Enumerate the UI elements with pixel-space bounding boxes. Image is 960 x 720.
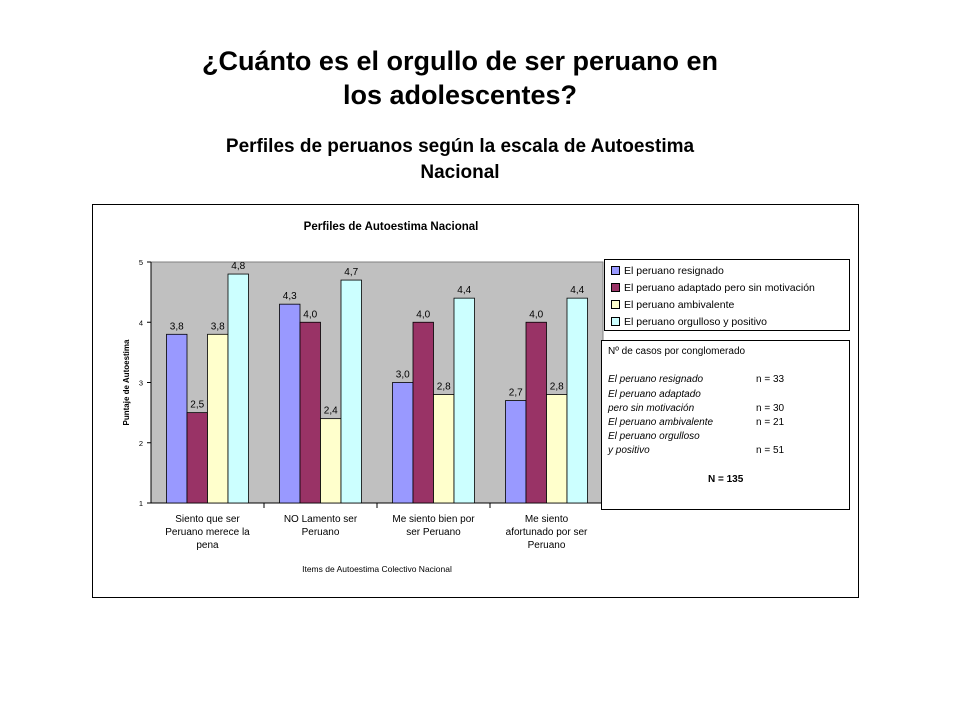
bar-value-label: 4,3	[283, 291, 297, 302]
bar-value-label: 4,0	[529, 309, 543, 320]
x-tick-label: NO Lamento ser	[284, 514, 358, 525]
case-label: pero sin motivación	[608, 402, 695, 414]
bar	[566, 297, 588, 504]
y-tick-label: 3	[139, 379, 143, 388]
cases-total-value: N = 135	[708, 473, 744, 485]
y-tick-label: 1	[139, 499, 143, 508]
bar	[505, 400, 527, 504]
bar	[412, 321, 434, 504]
bar-value-label: 2,8	[550, 382, 564, 393]
x-tick-label: afortunado por ser	[506, 527, 588, 538]
x-tick-label: Peruano	[528, 540, 566, 551]
case-row: El peruano orgulloso	[608, 430, 849, 444]
legend-swatch	[611, 300, 620, 309]
bar-chart: Perfiles de Autoestima Nacional 1 2 3 4 5 Punt…	[122, 221, 604, 574]
y-tick-label: 5	[139, 258, 143, 267]
bar	[299, 321, 321, 504]
case-row: El peruano adaptado	[608, 388, 849, 402]
x-tick-label: pena	[196, 540, 219, 551]
case-count: n = 51	[756, 445, 785, 457]
legend-label: El peruano resignado	[624, 264, 724, 277]
bar-value-label: 4,8	[231, 261, 245, 272]
x-tick-label: Peruano	[302, 527, 340, 538]
bar	[546, 394, 568, 504]
bar	[392, 382, 414, 504]
bar	[279, 303, 301, 504]
bar	[340, 279, 362, 504]
bar-value-label: 2,4	[324, 406, 338, 417]
bar-value-label: 2,8	[437, 382, 451, 393]
page-subtitle: Perfiles de peruanos según la escala de …	[225, 136, 695, 183]
y-tick-label: 2	[139, 439, 143, 448]
bar-value-label: 2,7	[509, 388, 523, 399]
bar-value-label: 4,0	[303, 309, 317, 320]
x-tick-label: Me siento	[525, 514, 569, 525]
page-title: ¿Cuánto es el orgullo de ser peruano en …	[201, 46, 719, 110]
x-tick-label: Peruano merece la	[165, 527, 250, 538]
legend-label: El peruano ambivalente	[624, 298, 735, 311]
case-label: El peruano orgulloso	[608, 431, 700, 443]
case-row: El peruano ambivalente n = 21	[608, 416, 849, 430]
case-count: n = 30	[756, 402, 785, 414]
case-row: El peruano resignado n = 33	[608, 373, 849, 387]
legend-label: El peruano adaptado pero sin motivación	[624, 281, 815, 294]
case-label: El peruano resignado	[608, 374, 704, 386]
cases-total: N = 135	[608, 473, 849, 495]
bar-value-label: 4,0	[416, 309, 430, 320]
y-tick-label: 4	[139, 318, 143, 327]
legend-swatch	[611, 317, 620, 326]
case-count: n = 33	[756, 374, 785, 386]
chart-legend: El peruano resignado El peruano adaptado…	[604, 259, 850, 331]
legend-item: El peruano resignado	[611, 262, 849, 279]
bar-value-label: 3,8	[170, 321, 184, 332]
legend-item: El peruano adaptado pero sin motivación	[611, 279, 849, 296]
x-tick-label: Siento que ser	[175, 514, 240, 525]
bar-value-label: 4,7	[344, 267, 358, 278]
x-tick-label: Me siento bien por	[392, 514, 475, 525]
case-row: pero sin motivación n = 30	[608, 402, 849, 416]
cases-heading: Nº de casos por conglomerado	[608, 346, 746, 357]
chart-frame: Perfiles de Autoestima Nacional 1 2 3 4 5 Punt…	[92, 204, 859, 598]
bar	[186, 412, 208, 504]
legend-swatch	[611, 283, 620, 292]
legend-label: El peruano orgulloso y positivo	[624, 315, 768, 328]
x-axis-label: Items de Autoestima Colectivo Nacional	[302, 564, 452, 574]
bar	[525, 321, 547, 504]
bar-value-label: 3,0	[396, 370, 410, 381]
bar	[207, 333, 229, 504]
bar-value-label: 4,4	[570, 285, 584, 296]
y-axis-label: Puntaje de Autoestima	[122, 339, 131, 425]
bar	[433, 394, 455, 504]
bar-value-label: 4,4	[457, 285, 471, 296]
case-label: El peruano ambivalente	[608, 416, 714, 428]
chart-title: Perfiles de Autoestima Nacional	[304, 221, 479, 233]
bar-value-label: 3,8	[211, 321, 225, 332]
cases-spacer	[608, 359, 849, 373]
case-row: y positivo n = 51	[608, 444, 849, 458]
bar	[227, 273, 249, 504]
x-tick-label: ser Peruano	[406, 527, 461, 538]
legend-item: El peruano ambivalente	[611, 296, 849, 313]
case-label: El peruano adaptado	[608, 388, 701, 400]
bar	[453, 297, 475, 504]
cases-box: Nº de casos por conglomerado El peruano …	[601, 340, 850, 510]
bar-value-label: 2,5	[190, 400, 204, 411]
bar	[166, 333, 188, 504]
legend-swatch	[611, 266, 620, 275]
legend-item: El peruano orgulloso y positivo	[611, 313, 849, 330]
case-label: y positivo	[608, 445, 650, 457]
case-count: n = 21	[756, 416, 785, 428]
bar	[320, 418, 342, 504]
